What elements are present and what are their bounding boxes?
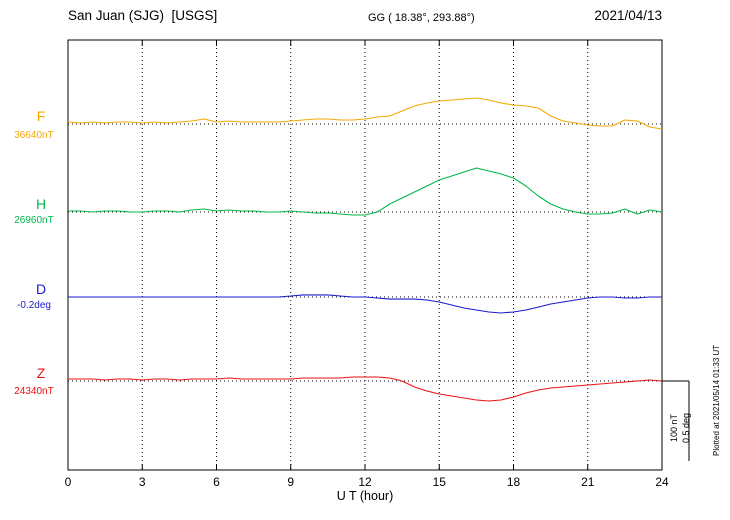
series-d-baseline-value: -0.2deg <box>17 300 51 311</box>
plotted-at-note: Plotted at 2021/05/14 01:33 UT <box>712 344 721 456</box>
svg-text:21: 21 <box>581 475 595 489</box>
series-h-letter: H <box>35 196 47 212</box>
series-h-baseline-value: 26960nT <box>14 215 54 226</box>
series-f-letter: F <box>36 108 46 124</box>
scale-bar-deg-label: 0.5 deg <box>681 412 691 444</box>
geographic-coords: GG ( 18.38°, 293.88°) <box>368 12 475 24</box>
scale-bar-nt-label: 100 nT <box>669 413 679 443</box>
svg-text:6: 6 <box>213 475 220 489</box>
svg-text:0: 0 <box>65 475 72 489</box>
svg-text:24: 24 <box>655 475 669 489</box>
svg-text:9: 9 <box>287 475 294 489</box>
series-f-baseline-value: 36640nT <box>14 130 54 141</box>
series-d-letter: D <box>35 281 47 297</box>
svg-text:12: 12 <box>358 475 372 489</box>
observation-date: 2021/04/13 <box>594 8 662 23</box>
svg-text:3: 3 <box>139 475 146 489</box>
station-title: San Juan (SJG) [USGS] <box>68 8 218 23</box>
svg-text:15: 15 <box>433 475 447 489</box>
series-z-letter: Z <box>36 365 46 381</box>
svg-text:18: 18 <box>507 475 521 489</box>
series-z-baseline-value: 24340nT <box>14 386 54 397</box>
x-axis-title: U T (hour) <box>336 489 394 503</box>
